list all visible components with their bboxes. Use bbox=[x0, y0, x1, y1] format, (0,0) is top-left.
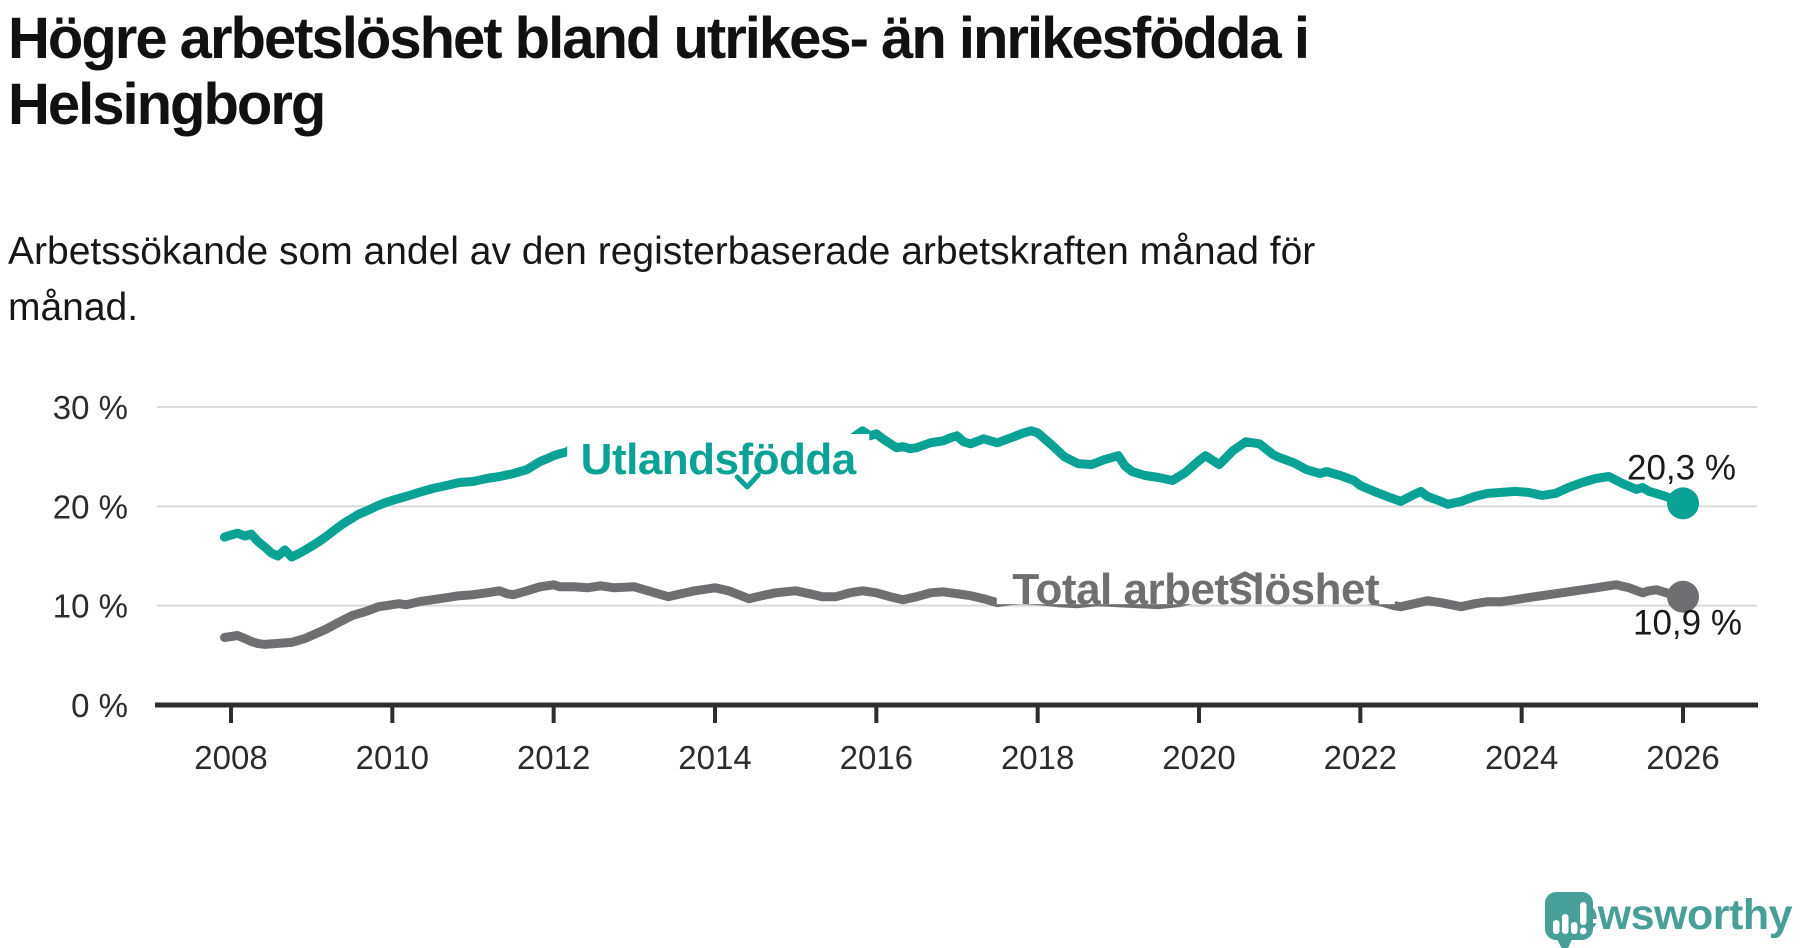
y-tick-label: 20 % bbox=[53, 488, 128, 525]
series-label-caret-icon bbox=[1229, 571, 1261, 584]
chart-subtitle: Arbetssökande som andel av den registerb… bbox=[8, 224, 1315, 336]
series-label-halo bbox=[567, 434, 870, 485]
x-tick-label: 2022 bbox=[1324, 739, 1397, 776]
title-line-2: Helsingborg bbox=[8, 72, 326, 137]
subtitle-line-2: månad. bbox=[8, 286, 139, 329]
y-tick-label: 30 % bbox=[53, 389, 128, 426]
x-tick-label: 2024 bbox=[1485, 739, 1558, 776]
x-tick-label: 2018 bbox=[1001, 739, 1074, 776]
x-tick-label: 2014 bbox=[678, 739, 751, 776]
series-label-halo bbox=[996, 568, 1395, 605]
series-end-dot bbox=[1667, 487, 1700, 520]
x-tick-label: 2020 bbox=[1162, 739, 1235, 776]
series-line-utlandsfodda bbox=[220, 426, 1688, 562]
series-end-value-label: 10,9 % bbox=[1633, 604, 1742, 643]
x-tick-label: 2016 bbox=[840, 739, 913, 776]
series-label-total: Total arbetslöshet bbox=[1012, 565, 1380, 614]
title-line-1: Högre arbetslöshet bland utrikes- än inr… bbox=[8, 6, 1310, 71]
series-label-caret-icon bbox=[734, 472, 761, 490]
series-line-total bbox=[220, 579, 1688, 649]
x-tick-label: 2008 bbox=[194, 739, 267, 776]
newsworthy-logo-icon bbox=[1544, 892, 1593, 948]
series-end-dot bbox=[1667, 580, 1700, 613]
x-tick-label: 2012 bbox=[517, 739, 590, 776]
series-label-utlandsfodda: Utlandsfödda bbox=[581, 435, 857, 484]
series-end-value-label: 20,3 % bbox=[1627, 448, 1736, 487]
y-tick-label: 0 % bbox=[71, 687, 128, 724]
y-tick-label: 10 % bbox=[53, 588, 128, 625]
page-title: Högre arbetslöshet bland utrikes- än inr… bbox=[8, 6, 1310, 138]
x-tick-label: 2010 bbox=[356, 739, 429, 776]
subtitle-line-1: Arbetssökande som andel av den registerb… bbox=[8, 230, 1316, 273]
x-tick-label: 2026 bbox=[1646, 739, 1719, 776]
newsworthy-logo: Newsworthy bbox=[1544, 891, 1793, 948]
